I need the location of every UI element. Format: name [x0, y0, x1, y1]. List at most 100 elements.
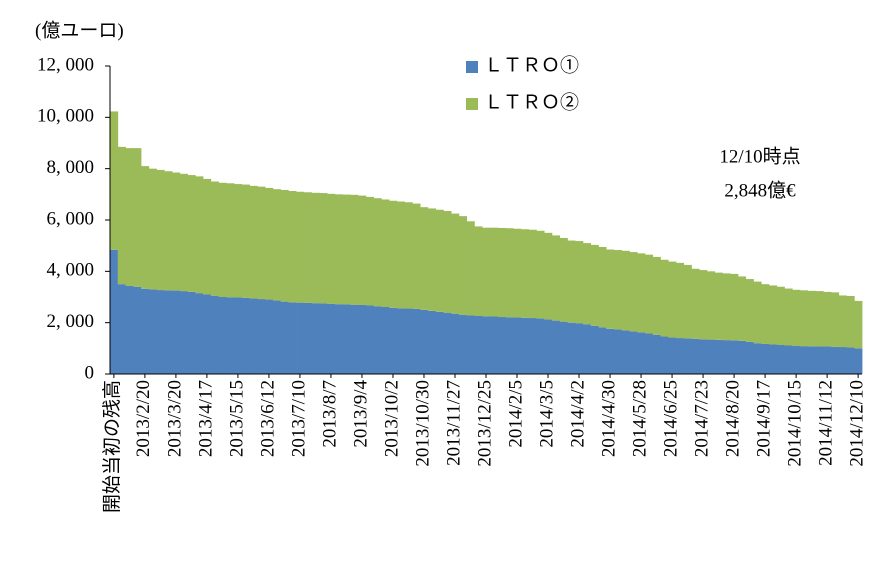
area-step — [373, 198, 382, 307]
area-step — [737, 276, 747, 341]
area-step — [668, 261, 677, 338]
area-step — [226, 297, 235, 374]
area-step — [218, 297, 227, 374]
area-step — [753, 343, 762, 374]
area-step — [241, 297, 250, 374]
area-step — [350, 304, 359, 374]
area-step — [110, 249, 119, 374]
area-step — [365, 305, 374, 374]
area-step — [110, 111, 119, 250]
area-step — [133, 286, 142, 374]
y-tick-label: 8, 000 — [47, 157, 95, 178]
area-step — [730, 273, 739, 341]
area-step — [660, 336, 669, 374]
area-step — [823, 346, 832, 374]
area-step — [412, 203, 421, 309]
area-step — [451, 313, 460, 374]
area-step — [575, 323, 584, 374]
area-step — [699, 339, 708, 374]
area-step — [451, 213, 460, 314]
x-tick-label: 2014/12/10 — [846, 380, 867, 467]
area-step — [745, 341, 754, 374]
area-step — [427, 208, 437, 311]
area-step — [699, 270, 708, 340]
area-step — [234, 297, 243, 374]
area-step — [319, 193, 328, 304]
area-step — [753, 281, 762, 344]
area-step — [334, 194, 343, 305]
area-step — [613, 250, 623, 330]
area-step — [427, 310, 437, 374]
area-step — [156, 290, 165, 374]
area-step — [172, 172, 181, 291]
area-step — [234, 184, 243, 298]
area-step — [125, 285, 134, 374]
area-step — [288, 190, 297, 303]
area-step — [443, 312, 452, 374]
area-step — [590, 244, 599, 326]
area-step — [722, 273, 731, 341]
area-step — [311, 303, 320, 374]
area-step — [125, 148, 134, 286]
area-step — [179, 291, 188, 374]
area-step — [823, 291, 832, 347]
area-step — [117, 284, 126, 374]
area-step — [629, 252, 638, 332]
area-step — [706, 339, 716, 374]
area-step — [551, 320, 561, 374]
area-step — [156, 169, 165, 291]
area-step — [141, 166, 150, 289]
area-step — [513, 317, 522, 374]
area-step — [846, 295, 855, 348]
area-step — [776, 344, 785, 374]
area-step — [637, 332, 646, 374]
area-step — [613, 329, 623, 374]
area-step — [536, 318, 545, 374]
area-step — [838, 347, 847, 374]
area-step — [854, 348, 863, 374]
area-step — [272, 189, 281, 301]
y-tick-label: 12, 000 — [37, 54, 94, 75]
area-step — [319, 303, 328, 374]
area-step — [691, 338, 700, 374]
x-tick-label: 2013/12/25 — [474, 380, 495, 467]
area-step — [528, 318, 537, 374]
area-step — [854, 300, 863, 349]
area-step — [311, 192, 320, 304]
area-step — [257, 299, 266, 374]
x-tick-label: 開始当初の残高 — [101, 380, 123, 513]
area-step — [203, 294, 212, 374]
area-step — [187, 291, 196, 374]
area-step — [575, 241, 584, 324]
area-step — [497, 317, 506, 374]
area-step — [567, 322, 576, 374]
area-step — [621, 250, 630, 331]
x-tick-label: 2014/3/5 — [536, 380, 557, 448]
area-step — [644, 333, 654, 374]
area-step — [342, 194, 351, 305]
area-step — [768, 344, 778, 374]
area-step — [520, 229, 530, 318]
area-step — [249, 185, 258, 299]
area-step — [133, 148, 142, 287]
x-tick-label: 2013/5/15 — [226, 380, 247, 457]
area-step — [792, 346, 801, 374]
area-step — [830, 346, 840, 374]
area-step — [148, 289, 157, 374]
area-step — [714, 339, 723, 374]
area-step — [582, 324, 592, 374]
y-tick-label: 10, 000 — [37, 106, 94, 127]
x-tick-label: 2014/9/17 — [753, 380, 774, 457]
area-step — [373, 306, 382, 374]
x-tick-label: 2014/8/20 — [722, 380, 743, 457]
area-step — [536, 230, 545, 319]
area-step — [652, 256, 661, 335]
area-step — [365, 196, 374, 306]
area-step — [420, 207, 429, 310]
area-step — [582, 243, 592, 325]
area-step — [381, 199, 390, 308]
area-step — [327, 303, 336, 374]
area-step — [505, 317, 514, 374]
area-step — [784, 288, 793, 346]
x-tick-label: 2014/5/28 — [629, 380, 650, 457]
